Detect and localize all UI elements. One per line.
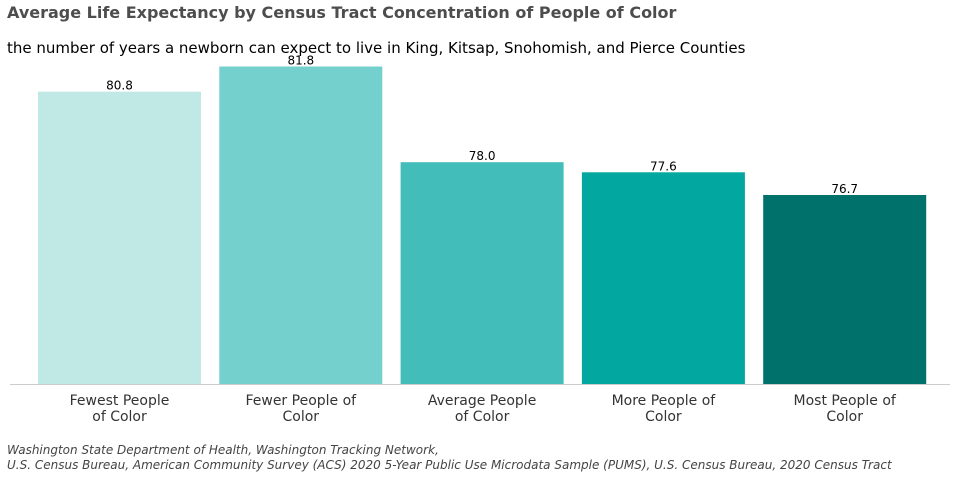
data-label: 76.7 <box>831 182 858 196</box>
x-tick-label: Average People <box>428 393 536 409</box>
source-note: Washington State Department of Health, W… <box>7 443 892 473</box>
x-tick-label: Color <box>283 409 320 425</box>
bar <box>219 66 383 384</box>
x-tick-label: Fewer People of <box>245 393 357 409</box>
x-tick-label: of Color <box>92 409 147 425</box>
chart-subtitle: the number of years a newborn can expect… <box>7 39 746 57</box>
x-tick-label: Fewest People <box>70 393 170 409</box>
x-tick-label: Color <box>826 409 863 425</box>
bar <box>400 162 564 384</box>
bar <box>38 91 201 384</box>
bar <box>763 195 927 384</box>
data-label: 80.8 <box>106 79 133 93</box>
x-tick-label: Most People of <box>794 393 897 409</box>
source-line-1: Washington State Department of Health, W… <box>7 443 439 457</box>
x-tick-label: More People of <box>612 393 717 409</box>
chart-title: Average Life Expectancy by Census Tract … <box>7 3 677 22</box>
source-line-2: U.S. Census Bureau, American Community S… <box>7 458 892 472</box>
bar <box>581 172 745 384</box>
data-label: 78.0 <box>469 149 496 163</box>
x-tick-label: of Color <box>455 409 510 425</box>
x-tick-label: Color <box>645 409 682 425</box>
data-label: 77.6 <box>650 159 677 173</box>
data-label: 81.8 <box>287 54 314 68</box>
